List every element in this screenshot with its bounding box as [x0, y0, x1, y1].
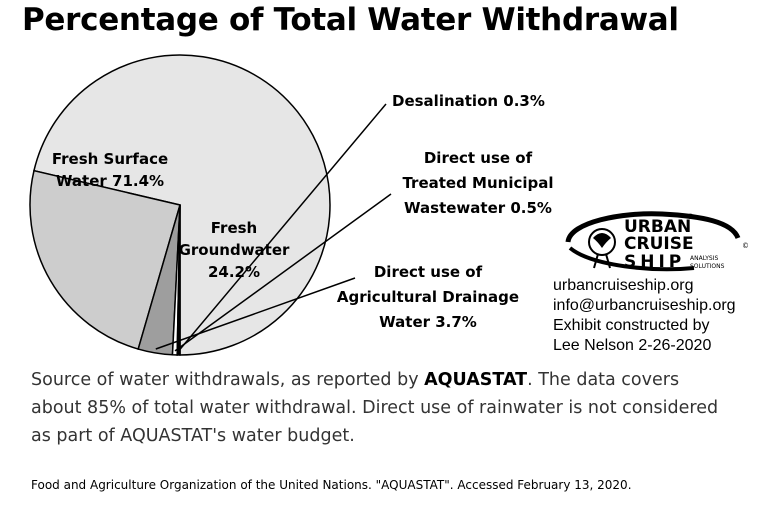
logo-word-cruise: CRUISE — [624, 234, 694, 254]
chart-title: Percentage of Total Water Withdrawal — [22, 2, 679, 38]
slice-label-line: Desalination 0.3% — [392, 92, 545, 110]
logo-word-urban: URBAN — [624, 217, 691, 237]
slice-label-2: Direct use of Agricultural Drainage Water … — [337, 263, 519, 331]
pie-slice-0 — [33, 54, 331, 356]
slice-label-0: Fresh Surface Water 71.4% — [52, 150, 168, 190]
leader-line-4 — [178, 103, 387, 352]
slice-label-3: Direct use of Treated Municipal Wastewater… — [402, 149, 553, 217]
logo-registered-mark: ® — [687, 213, 694, 221]
logo-sub-solutions: SOLUTIONS — [690, 263, 725, 270]
logo-sub-analysis: ANALYSIS — [690, 255, 718, 262]
slice-label-line: Agricultural Drainage — [337, 288, 519, 306]
slice-label-line: Water 3.7% — [379, 313, 477, 331]
slice-label-line: Treated Municipal — [402, 174, 553, 192]
slice-label-line: Groundwater — [179, 241, 290, 259]
slice-label-line: 24.2% — [208, 263, 260, 281]
email-text: info@urbancruiseship.org — [553, 297, 736, 314]
slice-label-line: Direct use of — [374, 263, 483, 281]
contact-info: urbancruiseship.org info@urbancruiseship… — [553, 276, 736, 356]
website-text: urbancruiseship.org — [553, 277, 694, 294]
credit-line-1: Exhibit constructed by — [553, 317, 710, 334]
logo-copyright-mark: © — [742, 242, 749, 250]
leader-line-3 — [174, 193, 392, 352]
pie-slice-1 — [29, 169, 181, 350]
logo-word-ship: SHIP — [624, 252, 685, 272]
slice-label-line: Fresh Surface — [52, 150, 168, 168]
slice-label-line: Direct use of — [424, 149, 533, 167]
slice-label-4: Desalination 0.3% — [392, 92, 545, 110]
description-part-1: Source of water withdrawals, as reported… — [31, 370, 425, 390]
leader-line-2 — [155, 277, 356, 350]
slice-label-line: Wastewater 0.5% — [404, 199, 552, 217]
urban-cruise-ship-logo: URBAN ® CRUISE SHIP ANALYSIS SOLUTIONS © — [565, 211, 749, 272]
slice-label-line: Fresh — [211, 219, 257, 237]
description-text: Source of water withdrawals, as reported… — [31, 366, 721, 450]
credit-line-2: Lee Nelson 2-26-2020 — [553, 337, 712, 354]
slice-label-1: Fresh Groundwater 24.2% — [179, 219, 290, 281]
description-part-2: . The data covers about 85% of total wat… — [31, 370, 719, 446]
source-citation: Food and Agriculture Organization of the… — [31, 478, 632, 492]
pie-slice-4 — [176, 204, 181, 356]
description-aquastat: AQUASTAT — [424, 370, 528, 390]
slice-label-line: Water 71.4% — [56, 172, 164, 190]
